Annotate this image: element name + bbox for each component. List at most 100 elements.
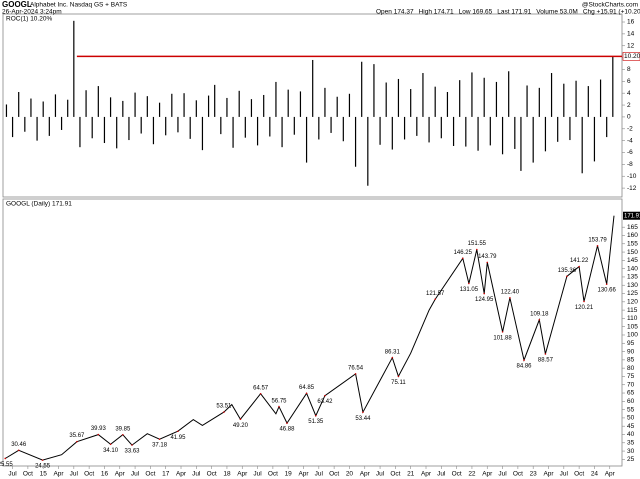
y-tick-label: 85 [627, 357, 635, 364]
y-tick-label: -8 [627, 161, 633, 168]
y-tick-label: 45 [627, 423, 635, 430]
y-tick-label: 120 [627, 299, 638, 306]
x-tick-label: Apr [421, 471, 432, 478]
annotation-label: 120.21 [575, 305, 594, 311]
annotation-point [578, 265, 580, 268]
annotation-point [596, 244, 599, 247]
quote-item: Low 169.65 [459, 9, 493, 16]
y-tick-label: 25 [627, 456, 635, 463]
x-tick-label: 21 [407, 471, 415, 478]
annotation-label: 86.31 [385, 349, 401, 355]
annotation-point [354, 373, 357, 375]
y-tick-label: 12 [627, 42, 635, 49]
y-tick-label: -10 [627, 173, 637, 180]
y-tick-label: 2 [627, 102, 631, 109]
value-box [622, 52, 640, 61]
roc-panel [2, 13, 623, 198]
x-tick-label: 24 [591, 471, 599, 478]
x-tick-label: Jul [192, 471, 201, 478]
annotation-point [278, 405, 280, 408]
annotation-point [566, 275, 568, 278]
annotation-label: 88.57 [538, 358, 554, 364]
annotation-label: 75.11 [391, 380, 406, 386]
annotation-label: 39.85 [115, 426, 131, 432]
annotation-point [17, 449, 20, 452]
date: 26-Apr-2024 3:24pm [2, 9, 62, 16]
value-box [623, 211, 640, 220]
annotation-point [468, 282, 470, 285]
annotation-point [461, 257, 464, 260]
annotation-label: 39.93 [91, 426, 107, 432]
annotation-point [76, 440, 78, 443]
value-box-label: 10.20 [624, 53, 640, 60]
y-tick-label: 165 [627, 224, 638, 231]
y-tick-label: 105 [627, 323, 638, 330]
annotation-label: 131.05 [460, 287, 479, 293]
annotation-point [538, 318, 541, 321]
y-tick-label: 30 [627, 448, 635, 455]
y-tick-label: 160 [627, 232, 638, 239]
x-tick-label: Jul [70, 471, 79, 478]
y-tick-label: -12 [627, 185, 637, 192]
annotation-point [523, 359, 525, 361]
x-tick-label: Jul [498, 471, 507, 478]
annotation-point [324, 394, 326, 397]
annotation-point [362, 411, 364, 414]
quote-item: Chg +15.91 (+10.20%) [583, 9, 640, 16]
x-tick-label: Jul [253, 471, 262, 478]
y-tick-label: 140 [627, 265, 638, 272]
y-tick-label: 130 [627, 282, 638, 289]
y-tick-label: 0 [627, 114, 631, 121]
annotation-point [501, 331, 504, 333]
y-tick-label: 115 [627, 307, 638, 314]
annotation-label: 53.44 [355, 416, 371, 422]
x-tick-label: 18 [223, 471, 231, 478]
x-tick-label: 22 [468, 471, 476, 478]
y-tick-label: 50 [627, 415, 635, 422]
x-tick-label: Apr [360, 471, 371, 478]
x-tick-label: Jul [376, 471, 385, 478]
annotation-label: 141.22 [570, 258, 589, 264]
x-tick-label: Oct [329, 471, 339, 478]
y-tick-label: 145 [627, 257, 638, 264]
annotation-label: 64.85 [299, 385, 315, 391]
annotation-label: 53.51 [216, 404, 232, 410]
annotation-label: 51.35 [308, 419, 324, 425]
x-tick-label: Oct [23, 471, 33, 478]
y-tick-label: 60 [627, 398, 635, 405]
annotation-point [509, 297, 511, 299]
y-tick-label: 55 [627, 406, 635, 413]
annotation-label: 146.25 [454, 250, 473, 256]
annotation-point [391, 356, 394, 359]
annotation-point [41, 459, 44, 461]
quote-item: Volume 53.0M [536, 9, 578, 16]
x-tick-label: Oct [268, 471, 278, 478]
annotation-point [434, 298, 436, 301]
x-tick-label: Oct [84, 471, 94, 478]
annotation-label: 37.18 [152, 443, 168, 449]
x-tick-label: Jul [437, 471, 446, 478]
y-tick-label: 75 [627, 373, 635, 380]
y-tick-label: 135 [627, 274, 638, 281]
x-tick-label: 16 [101, 471, 109, 478]
y-tick-label: -6 [627, 149, 633, 156]
x-tick-label: Jul [560, 471, 569, 478]
y-tick-label: 80 [627, 365, 635, 372]
quote-item: Last 171.91 [497, 9, 531, 16]
x-tick-label: Apr [176, 471, 187, 478]
annotation-label: 153.79 [588, 237, 607, 243]
y-tick-label: -4 [627, 137, 633, 144]
y-tick-label: 155 [627, 240, 638, 247]
y-tick-label: 100 [627, 332, 638, 339]
annotation-label: 35.67 [69, 433, 85, 439]
annotation-label: 25.55 [0, 462, 13, 468]
annotation-point [158, 438, 161, 440]
x-tick-label: Jul [315, 471, 324, 478]
annotation-point [97, 433, 100, 436]
x-tick-label: Apr [237, 471, 248, 478]
annotation-label: 30.46 [11, 442, 27, 448]
y-tick-label: 125 [627, 290, 638, 297]
x-tick-label: 19 [285, 471, 293, 478]
